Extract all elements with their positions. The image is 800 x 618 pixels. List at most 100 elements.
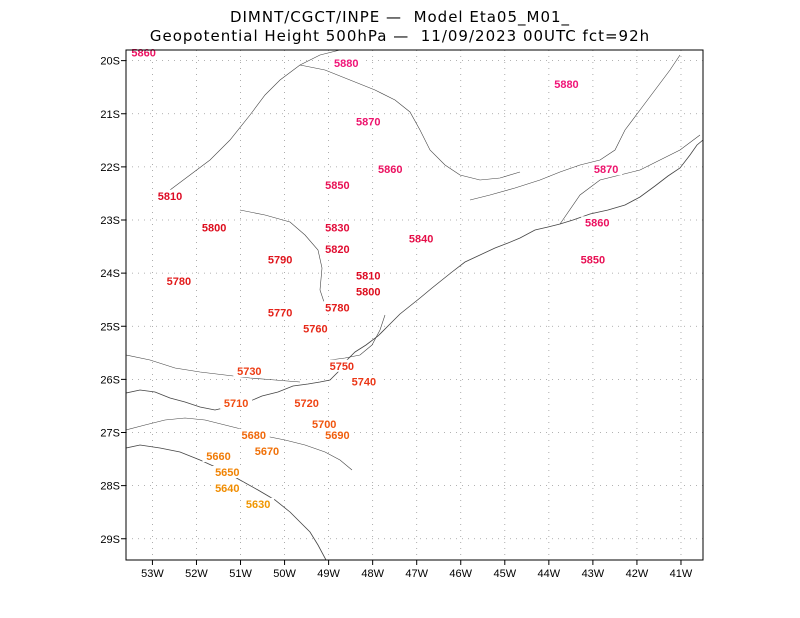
axis-ticks: 53W 52W 51W 50W 49W 48W 47W 46W 45W 44W 43W 42W 41W 2… [100, 56, 692, 580]
contour-label: 5850 [581, 255, 605, 267]
contour-label-bg [405, 232, 438, 245]
contour-label: 5650 [215, 467, 239, 479]
lat-tick-label: 22S [100, 162, 120, 174]
contour-label-bg [290, 396, 323, 409]
contour-label: 5820 [325, 244, 349, 256]
contour-label: 5860 [378, 164, 402, 176]
lon-tick-label: 50W [273, 568, 296, 580]
contour-label: 5860 [585, 217, 609, 229]
contour-label-bg [321, 179, 354, 192]
lat-tick-label: 28S [100, 481, 120, 493]
lon-tick-label: 48W [361, 568, 384, 580]
contour-label-bg [220, 396, 253, 409]
contour-labels: 5860 5880 5880 5870 5870 5860 5850 5860 5810 5830… [127, 46, 623, 511]
lon-tick-label: 51W [229, 568, 252, 580]
coastline [126, 139, 703, 411]
map-title-line1: DIMNT/CGCT/INPE — Model Eta05_M01_ [229, 8, 571, 26]
contour-label: 5800 [356, 286, 380, 298]
contour-label-bg [581, 216, 614, 229]
lat-tick-label: 21S [100, 109, 120, 121]
lat-lon-grid [126, 50, 703, 560]
contour-label: 5750 [330, 361, 354, 373]
contour-label-bg [550, 78, 583, 91]
contour-label: 5640 [215, 483, 239, 495]
lon-tick-label: 45W [493, 568, 516, 580]
contour-label: 5880 [334, 58, 358, 70]
contour-label-bg [242, 497, 275, 510]
contour-label: 5680 [241, 430, 265, 442]
contour-label-bg [233, 365, 266, 378]
contour-label-bg [352, 285, 385, 298]
state-border [469, 54, 681, 201]
contour-label: 5660 [206, 451, 230, 463]
lon-tick-label: 41W [670, 568, 693, 580]
contour-label: 5700 [312, 419, 336, 431]
contour-label-bg [347, 375, 380, 388]
contour-label: 5780 [325, 302, 349, 314]
contour-label: 5860 [131, 47, 155, 59]
contour-label-bg [264, 306, 297, 319]
contour-label: 5830 [325, 223, 349, 235]
contour-label: 5720 [294, 398, 318, 410]
contour-label-bg [352, 269, 385, 282]
lon-tick-label: 44W [538, 568, 561, 580]
contour-label: 5850 [325, 180, 349, 192]
lat-tick-label: 20S [100, 56, 120, 68]
lat-tick-label: 29S [100, 534, 120, 546]
state-border [169, 50, 341, 191]
contour-label: 5760 [303, 324, 327, 336]
contour-label-bg [211, 466, 244, 478]
contour-label: 5800 [202, 223, 226, 235]
lat-tick-label: 26S [100, 374, 120, 386]
state-border [239, 209, 326, 306]
contour-label-bg [321, 221, 354, 234]
contour-label: 5870 [356, 116, 380, 128]
contour-label-bg [154, 189, 187, 202]
contour-label-bg [127, 46, 160, 59]
contour-label-bg [308, 418, 341, 431]
state-border [299, 64, 521, 181]
lon-tick-label: 53W [141, 568, 164, 580]
contour-label: 5790 [268, 255, 292, 267]
plot-frame [125, 49, 704, 561]
contour-label: 5870 [594, 164, 618, 176]
contour-label-bg [202, 450, 235, 463]
lon-tick-label: 42W [626, 568, 649, 580]
contour-label-bg [162, 274, 195, 287]
contour-label: 5810 [158, 191, 182, 203]
state-border [559, 134, 701, 225]
contour-label-bg [321, 428, 354, 441]
contour-label-bg [590, 163, 623, 176]
lat-tick-label: 27S [100, 428, 120, 440]
contour-label: 5880 [554, 79, 578, 91]
contour-label-bg [237, 428, 270, 441]
lon-tick-label: 47W [405, 568, 428, 580]
contour-label: 5780 [167, 276, 191, 288]
contour-label-bg [198, 221, 231, 234]
contour-label-bg [321, 242, 354, 255]
coastline-south [126, 444, 327, 560]
contour-label: 5740 [352, 377, 376, 389]
contour-label-bg [352, 115, 385, 128]
contour-label: 5630 [246, 499, 270, 511]
contour-label-bg [264, 253, 297, 266]
lat-tick-label: 24S [100, 268, 120, 280]
contour-label-bg [576, 253, 609, 266]
contour-label: 5770 [268, 308, 292, 320]
contour-label: 5840 [409, 233, 433, 245]
contour-label: 5710 [224, 398, 248, 410]
contour-label-bg [250, 444, 283, 457]
map-title-line2: Geopotential Height 500hPa — 11/09/2023 … [149, 27, 651, 45]
state-border [126, 354, 301, 383]
state-border [329, 314, 386, 361]
lat-tick-label: 25S [100, 321, 120, 333]
contour-label-bg [325, 359, 358, 372]
lat-tick-label: 23S [100, 215, 120, 227]
contour-label: 5810 [356, 270, 380, 282]
lon-tick-label: 46W [449, 568, 472, 580]
contour-label-bg [321, 301, 354, 314]
lon-tick-label: 52W [185, 568, 208, 580]
contour-label: 5730 [237, 366, 261, 378]
contour-label-bg [330, 56, 363, 69]
